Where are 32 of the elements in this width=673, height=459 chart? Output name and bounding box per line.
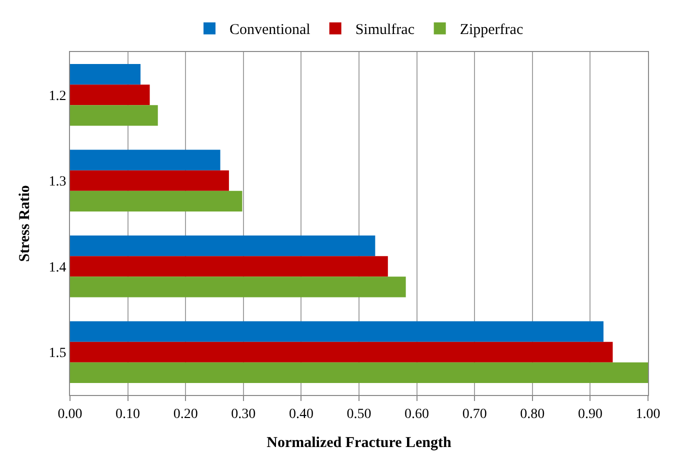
bar (70, 190, 242, 212)
x-tick-label: 0.20 (173, 406, 198, 422)
y-tick-label: 1.2 (48, 88, 66, 104)
bar (70, 362, 648, 383)
y-tick-label: 1.3 (48, 174, 66, 190)
bar (70, 236, 376, 256)
y-tick-label: 1.5 (48, 346, 66, 362)
x-tick-label: 0.60 (404, 406, 430, 422)
bar (70, 150, 220, 170)
x-tick-label: 0.30 (231, 406, 256, 422)
x-tick-label: 0.50 (346, 406, 372, 422)
x-tick-label: 0.10 (116, 406, 140, 422)
legend-label: Conventional (230, 22, 310, 38)
legend-label: Zipperfrac (460, 22, 524, 38)
bar (70, 105, 158, 126)
x-tick-label: 0.90 (578, 406, 602, 422)
bar (70, 170, 229, 191)
y-axis-title: Stress Ratio (16, 185, 33, 262)
bar (70, 64, 141, 85)
x-tick-label: 0.80 (520, 406, 545, 422)
bar (70, 84, 150, 106)
bar (70, 342, 613, 362)
x-tick-label: 1.00 (636, 406, 660, 422)
x-tick-label: 0.40 (288, 406, 314, 422)
bar (70, 321, 604, 342)
legend-label: Simulfrac (355, 22, 415, 38)
bar (70, 276, 406, 298)
x-tick-label: 0.00 (58, 406, 82, 422)
x-axis-title: Normalized Fracture Length (266, 434, 452, 451)
bar (70, 256, 388, 277)
x-tick-label: 0.70 (462, 406, 487, 422)
y-tick-label: 1.4 (48, 260, 66, 276)
